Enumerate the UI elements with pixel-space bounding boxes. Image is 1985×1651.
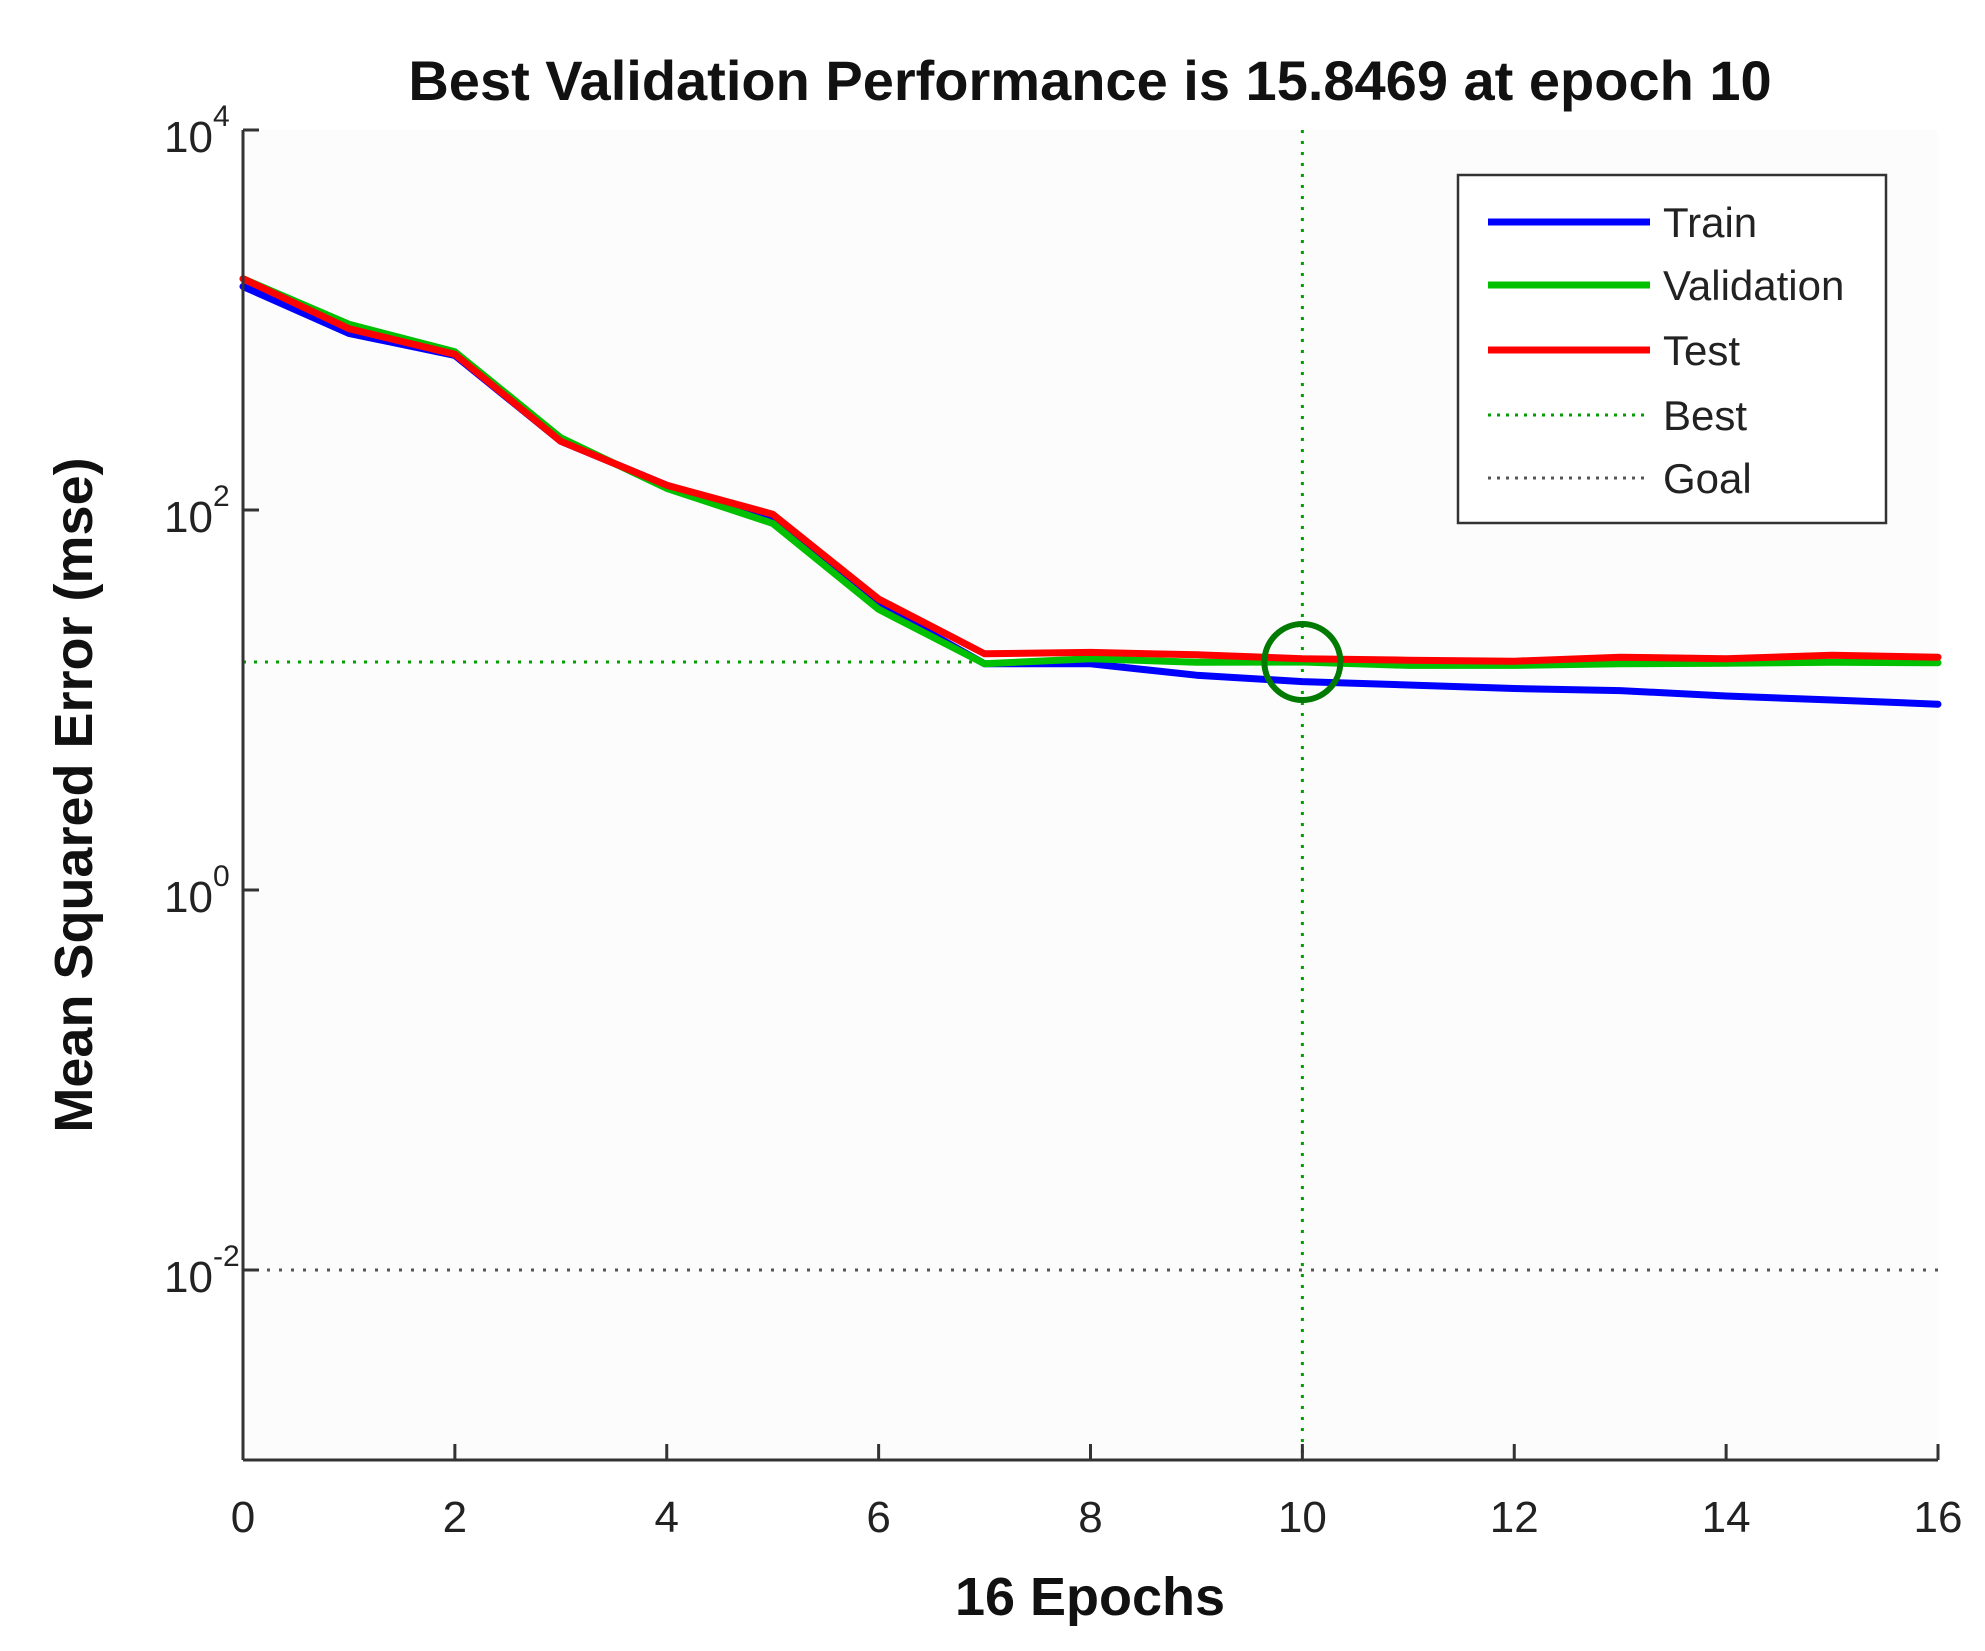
y-tick-label-exponent: 0 (213, 860, 230, 893)
x-tick-label: 16 (1914, 1493, 1963, 1542)
x-tick-label: 12 (1490, 1493, 1539, 1542)
x-tick-label: 14 (1702, 1493, 1751, 1542)
x-tick-label: 0 (231, 1493, 255, 1542)
y-tick-label-base: 10 (164, 493, 213, 542)
y-tick-label-base: 10 (164, 873, 213, 922)
chart-title: Best Validation Performance is 15.8469 a… (408, 49, 1771, 112)
x-tick-label: 8 (1078, 1493, 1102, 1542)
y-tick-label-exponent: 4 (213, 100, 230, 133)
y-tick-label-base: 10 (164, 1253, 213, 1302)
x-tick-label: 6 (866, 1493, 890, 1542)
y-tick-label-exponent: 2 (213, 480, 230, 513)
series-line-test (239, 275, 1942, 665)
y-axis-label: Mean Squared Error (mse) (44, 457, 104, 1132)
legend: Train Validation Test Best Goal (1456, 173, 1888, 525)
legend-label-test: Test (1663, 327, 1740, 374)
best-point-circle (1261, 621, 1344, 704)
x-tick-label: 4 (655, 1493, 679, 1542)
legend-label-goal: Goal (1663, 455, 1752, 502)
x-tick-label: 2 (443, 1493, 467, 1542)
marks-layer (239, 130, 1942, 1460)
x-axis-label: 16 Epochs (955, 1567, 1225, 1627)
y-tick-label-base: 10 (164, 113, 213, 162)
legend-label-validation: Validation (1663, 262, 1844, 309)
x-tick-label: 10 (1278, 1493, 1327, 1542)
y-tick-label-exponent: -2 (213, 1240, 240, 1273)
legend-label-best: Best (1663, 392, 1747, 439)
legend-label-train: Train (1663, 199, 1757, 246)
